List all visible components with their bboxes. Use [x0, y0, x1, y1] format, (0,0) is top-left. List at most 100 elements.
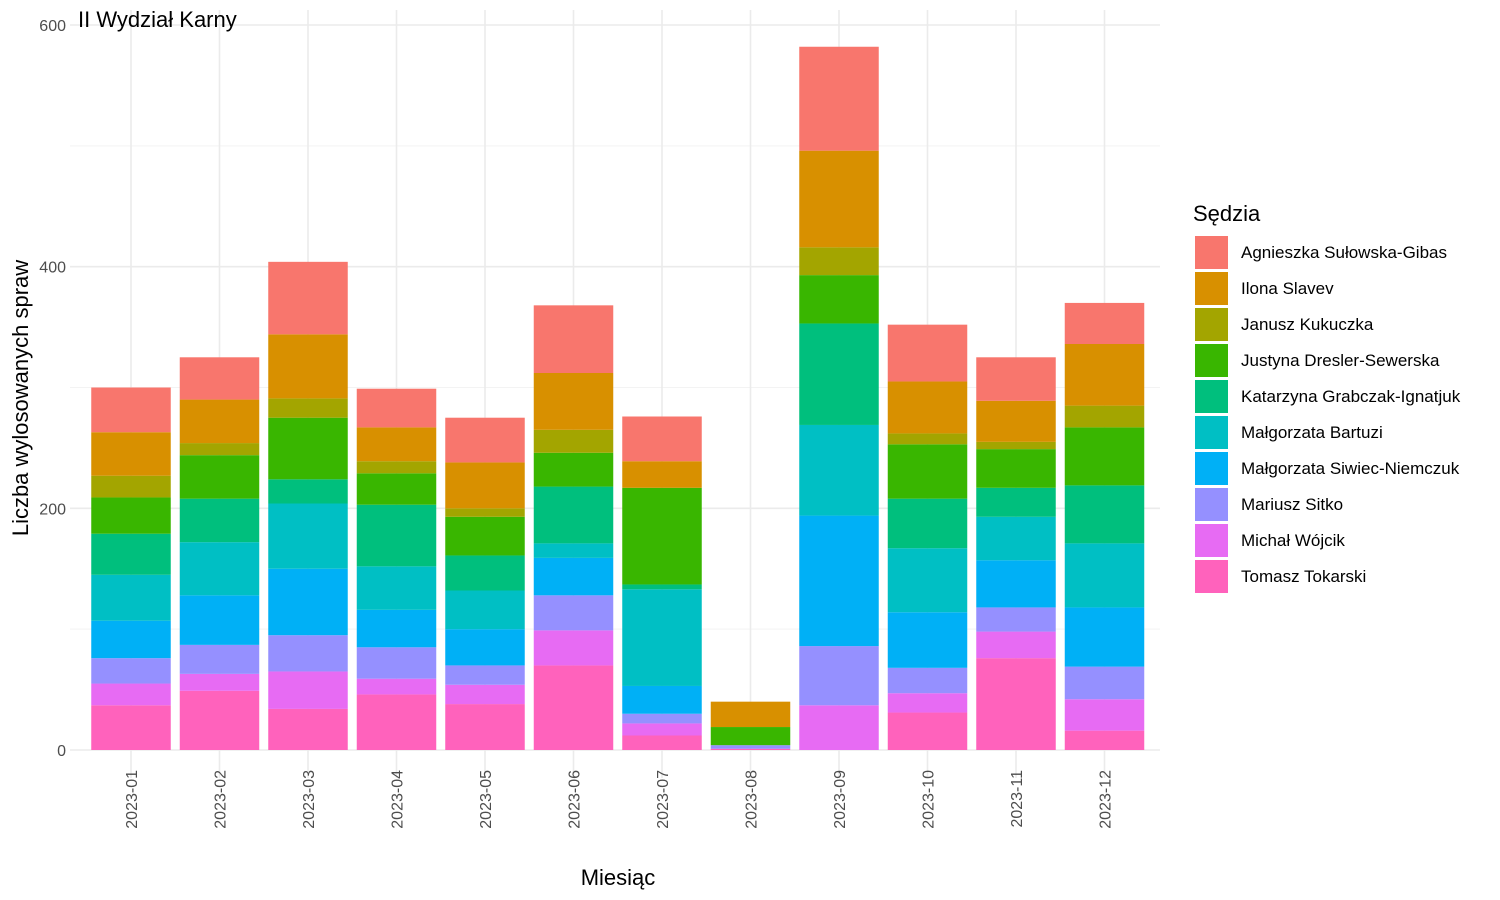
bar-segment — [179, 443, 260, 456]
bar-segment — [533, 429, 614, 453]
x-tick-label: 2023-11 — [1009, 770, 1026, 828]
bar-segment — [976, 560, 1056, 608]
bar-segment — [1064, 607, 1145, 667]
bar-segment — [91, 432, 171, 476]
bar-segment — [268, 708, 348, 750]
x-tick-label: 2023-09 — [832, 770, 849, 829]
bar-segment — [179, 595, 260, 645]
bar-segment — [91, 658, 171, 684]
legend-swatch — [1195, 308, 1228, 341]
bar-segment — [356, 504, 437, 567]
bar-segment — [976, 441, 1056, 450]
bar-segment — [710, 745, 791, 749]
bar-segment — [356, 694, 437, 750]
bar-segment — [268, 261, 348, 335]
legend-swatch — [1195, 452, 1228, 485]
bar-segment — [1064, 344, 1145, 406]
bar-segment — [533, 557, 614, 596]
bar-segment — [533, 630, 614, 666]
bar-segment — [887, 381, 968, 434]
bar-segment — [533, 595, 614, 631]
bar-segment — [445, 555, 525, 591]
bar-segment — [1064, 405, 1145, 428]
bar-segment — [91, 475, 171, 498]
bar-segment — [445, 417, 525, 463]
x-tick-label: 2023-05 — [478, 770, 495, 829]
bar-segment — [91, 620, 171, 659]
bar-segment — [622, 487, 702, 585]
legend-label: Agnieszka Sułowska-Gibas — [1241, 243, 1447, 262]
bar-segment — [887, 548, 968, 613]
bar-segment — [179, 690, 260, 750]
legend-label: Janusz Kukuczka — [1241, 315, 1374, 334]
bar-segment — [622, 713, 702, 724]
bar-segment — [976, 400, 1056, 442]
x-tick-label: 2023-04 — [390, 770, 407, 829]
x-axis-title: Miesiąc — [581, 865, 656, 890]
bar-segment — [887, 498, 968, 549]
x-tick-label: 2023-02 — [213, 770, 230, 829]
bars — [91, 46, 1145, 750]
legend-label: Justyna Dresler-Sewerska — [1241, 351, 1440, 370]
x-tick-label: 2023-10 — [921, 770, 938, 829]
legend-label: Małgorzata Siwiec-Niemczuk — [1241, 459, 1460, 478]
bar-segment — [533, 373, 614, 430]
bar-segment — [976, 631, 1056, 659]
bar-segment — [533, 486, 614, 544]
legend-swatch — [1195, 560, 1228, 593]
legend-label: Katarzyna Grabczak-Ignatjuk — [1241, 387, 1461, 406]
bar-segment — [799, 46, 879, 151]
bar-segment — [179, 399, 260, 444]
legend-swatch — [1195, 236, 1228, 269]
bar-segment — [533, 305, 614, 373]
x-tick-label: 2023-06 — [567, 770, 584, 829]
bar-segment — [799, 705, 879, 750]
bar-segment — [356, 609, 437, 648]
legend-label: Mariusz Sitko — [1241, 495, 1343, 514]
bar-segment — [533, 543, 614, 558]
bar-segment — [799, 515, 879, 647]
x-tick-label: 2023-03 — [301, 770, 318, 829]
bar-segment — [445, 665, 525, 685]
bar-segment — [976, 516, 1056, 561]
bar-segment — [91, 387, 171, 433]
legend-label: Małgorzata Bartuzi — [1241, 423, 1383, 442]
bar-segment — [887, 433, 968, 445]
bar-segment — [1064, 427, 1145, 486]
bar-segment — [887, 444, 968, 499]
bar-segment — [445, 590, 525, 630]
bar-segment — [445, 629, 525, 666]
bar-segment — [445, 516, 525, 556]
y-axis-title: Liczba wylosowanych spraw — [8, 260, 33, 536]
bar-segment — [91, 683, 171, 706]
legend-swatch — [1195, 488, 1228, 521]
bar-segment — [1064, 730, 1145, 750]
bar-segment — [622, 416, 702, 462]
bar-segment — [91, 574, 171, 621]
bar-segment — [179, 455, 260, 499]
bar-segment — [710, 748, 791, 750]
bar-segment — [622, 723, 702, 736]
x-tick-label: 2023-07 — [655, 770, 672, 829]
bar-segment — [1064, 485, 1145, 544]
y-tick-label: 200 — [39, 501, 66, 518]
y-tick-label: 0 — [57, 743, 66, 760]
y-axis-tick-labels: 0 200 400 600 — [39, 18, 66, 760]
bar-segment — [268, 568, 348, 636]
bar-segment — [887, 712, 968, 750]
bar-segment — [91, 705, 171, 750]
bar-segment — [356, 388, 437, 428]
x-tick-label: 2023-12 — [1098, 770, 1115, 829]
legend-label: Ilona Slavev — [1241, 279, 1334, 298]
bar-segment — [976, 357, 1056, 401]
x-tick-label: 2023-08 — [744, 770, 761, 829]
bar-segment — [179, 357, 260, 400]
legend-swatch — [1195, 344, 1228, 377]
legend: Sędzia Agnieszka Sułowska-Gibas Ilona Sla… — [1193, 201, 1461, 593]
bar-segment — [976, 449, 1056, 488]
bar-segment — [799, 150, 879, 248]
bar-segment — [268, 503, 348, 569]
legend-label: Tomasz Tokarski — [1241, 567, 1366, 586]
legend-items: Agnieszka Sułowska-Gibas Ilona Slavev Janu… — [1195, 236, 1461, 593]
x-axis-tick-labels: 2023-01 2023-02 2023-03 2023-04 2023-05 2023-… — [124, 770, 1115, 829]
